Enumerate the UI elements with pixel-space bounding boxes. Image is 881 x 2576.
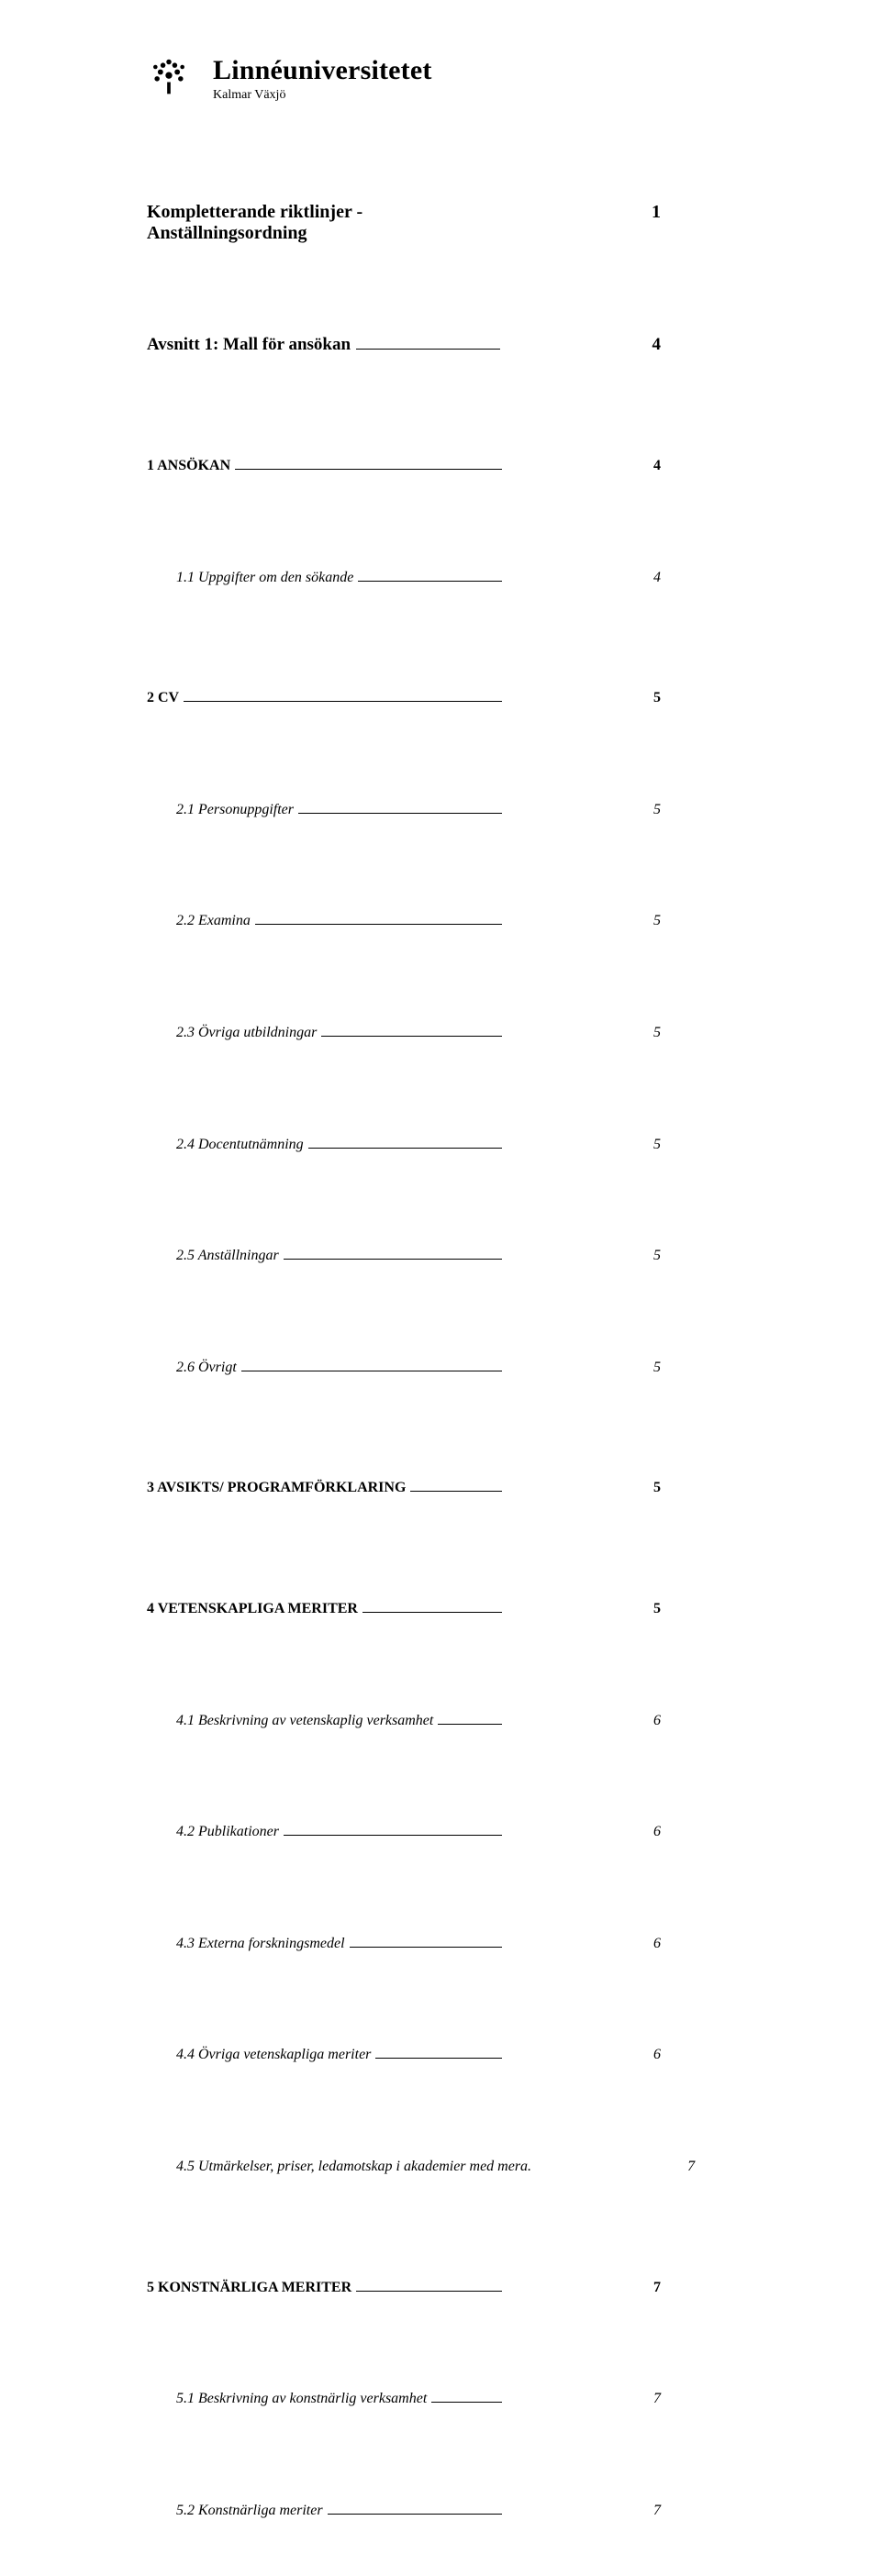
toc-label: 1 ANSÖKAN [147, 456, 230, 476]
toc-page: 7 [507, 2334, 771, 2446]
toc-sub-row: 2.1 Personuppgifter 5 [147, 745, 771, 857]
toc-label: 1.1 Uppgifter om den sökande [176, 568, 353, 588]
header: Linnéuniversitetet Kalmar Växjö [147, 55, 771, 103]
section-avsnitt1-page: 4 [506, 280, 772, 392]
toc-sub-row: 5.1 Beskrivning av konstnärlig verksamhe… [147, 2334, 771, 2446]
toc-sub-row: 4.1 Beskrivning av vetenskaplig verksamh… [147, 1656, 771, 1768]
toc-heading-row: 1 ANSÖKAN 4 [147, 401, 771, 513]
toc-sub-row: 4.5 Utmärkelser, priser, ledamotskap i a… [147, 2102, 771, 2214]
toc-label: 3 AVSIKTS/ PROGRAMFÖRKLARING [147, 1478, 406, 1498]
leader-line [438, 1724, 502, 1725]
leader-line [308, 1148, 502, 1149]
toc-container: 1 ANSÖKAN41.1 Uppgifter om den sökande42… [147, 401, 771, 2576]
toc-page: 5 [507, 968, 771, 1080]
toc-page: 4 [507, 401, 771, 513]
document-title-row: Kompletterande riktlinjer - Anställnings… [147, 147, 771, 260]
toc-page: 5 [507, 1191, 771, 1303]
toc-heading-row: 3 AVSIKTS/ PROGRAMFÖRKLARING 5 [147, 1423, 771, 1535]
leader-line [235, 469, 502, 470]
toc-label: 2.1 Personuppgifter [176, 800, 294, 820]
leader-line [356, 349, 499, 350]
toc-label: 2.4 Docentutnämning [176, 1135, 304, 1155]
toc-sub-row: 5.2 Konstnärliga meriter 7 [147, 2446, 771, 2558]
toc-page: 4 [507, 513, 771, 625]
toc-sub-row: 2.3 Övriga utbildningar 5 [147, 968, 771, 1080]
toc-sub-row: 2.2 Examina 5 [147, 856, 771, 968]
leader-line [184, 701, 502, 702]
leader-line [358, 581, 502, 582]
toc-label: 4.4 Övriga vetenskapliga meriter [176, 2045, 371, 2065]
leader-line [350, 1947, 502, 1948]
toc-label: 2.2 Examina [176, 911, 251, 931]
leader-line [298, 813, 502, 814]
section-avsnitt1-row: Avsnitt 1: Mall för ansökan 4 [147, 280, 771, 392]
toc-label: 2.6 Övrigt [176, 1358, 237, 1378]
leader-line [431, 2402, 502, 2403]
section-avsnitt1-title: Avsnitt 1: Mall för ansökan [147, 335, 351, 355]
leader-line [284, 1835, 502, 1836]
leader-line [356, 2291, 502, 2292]
toc-label: 4.3 Externa forskningsmedel [176, 1934, 345, 1954]
tree-logo-icon [147, 55, 191, 99]
toc-page: 6 [507, 1767, 771, 1879]
toc-page: 6 [507, 1879, 771, 1991]
leader-line [410, 1491, 502, 1492]
brand-subtitle: Kalmar Växjö [213, 88, 432, 103]
toc-sub-row: 4.4 Övriga vetenskapliga meriter 6 [147, 1990, 771, 2102]
toc-page: 5 [507, 1303, 771, 1415]
document-page: Linnéuniversitetet Kalmar Växjö Komplett… [0, 0, 881, 2576]
toc-label: 2 CV [147, 688, 179, 708]
toc-heading-row: 5 KONSTNÄRLIGA MERITER 7 [147, 2223, 771, 2335]
toc-sub-row: 4.3 Externa forskningsmedel 6 [147, 1879, 771, 1991]
toc-page: 7 [507, 2566, 771, 2576]
toc-page: 5 [507, 745, 771, 857]
toc-label: 5.2 Konstnärliga meriter [176, 2501, 323, 2521]
leader-line [375, 2058, 502, 2059]
leader-line [321, 1036, 502, 1037]
toc-label: 2.3 Övriga utbildningar [176, 1023, 317, 1043]
toc-page: 5 [507, 633, 771, 745]
toc-heading-row: 2 CV 5 [147, 633, 771, 745]
toc-page: 5 [507, 1544, 771, 1656]
toc-page: 5 [507, 1080, 771, 1192]
toc-sub-row: 4.2 Publikationer 6 [147, 1767, 771, 1879]
toc-label: 4.2 Publikationer [176, 1822, 279, 1842]
toc-sub-row: 2.6 Övrigt 5 [147, 1303, 771, 1415]
toc-page: 5 [507, 1423, 771, 1535]
brand-block: Linnéuniversitetet Kalmar Växjö [213, 55, 432, 103]
toc-sub-row: 1.1 Uppgifter om den sökande 4 [147, 513, 771, 625]
toc-page: 6 [507, 1990, 771, 2102]
leader-line [284, 1259, 502, 1260]
toc-label: 4.5 Utmärkelser, priser, ledamotskap i a… [176, 2157, 531, 2177]
leader-line [328, 2514, 502, 2515]
leader-line [255, 924, 502, 925]
toc-page: 7 [507, 2446, 771, 2558]
toc-page: 7 [507, 2223, 771, 2335]
toc-label: 4 VETENSKAPLIGA MERITER [147, 1599, 358, 1619]
document-title-page: 1 [505, 147, 771, 260]
document-title: Kompletterande riktlinjer - Anställnings… [147, 202, 494, 244]
toc-label: 5.1 Beskrivning av konstnärlig verksamhe… [176, 2389, 427, 2409]
toc-label: 5 KONSTNÄRLIGA MERITER [147, 2278, 351, 2298]
toc-label: 4.1 Beskrivning av vetenskaplig verksamh… [176, 1711, 433, 1731]
toc-page: 5 [507, 856, 771, 968]
toc-page: 6 [507, 1656, 771, 1768]
brand-name: Linnéuniversitetet [213, 55, 432, 86]
leader-line [362, 1612, 502, 1613]
toc-heading-row: 4 VETENSKAPLIGA MERITER 5 [147, 1544, 771, 1656]
toc-sub-row: 2.4 Docentutnämning 5 [147, 1080, 771, 1192]
toc-label: 2.5 Anställningar [176, 1246, 279, 1266]
toc-heading-row: 6 PEDAGOGISKA MERITER7 [147, 2566, 771, 2576]
toc-page: 7 [541, 2102, 805, 2214]
toc-sub-row: 2.5 Anställningar 5 [147, 1191, 771, 1303]
